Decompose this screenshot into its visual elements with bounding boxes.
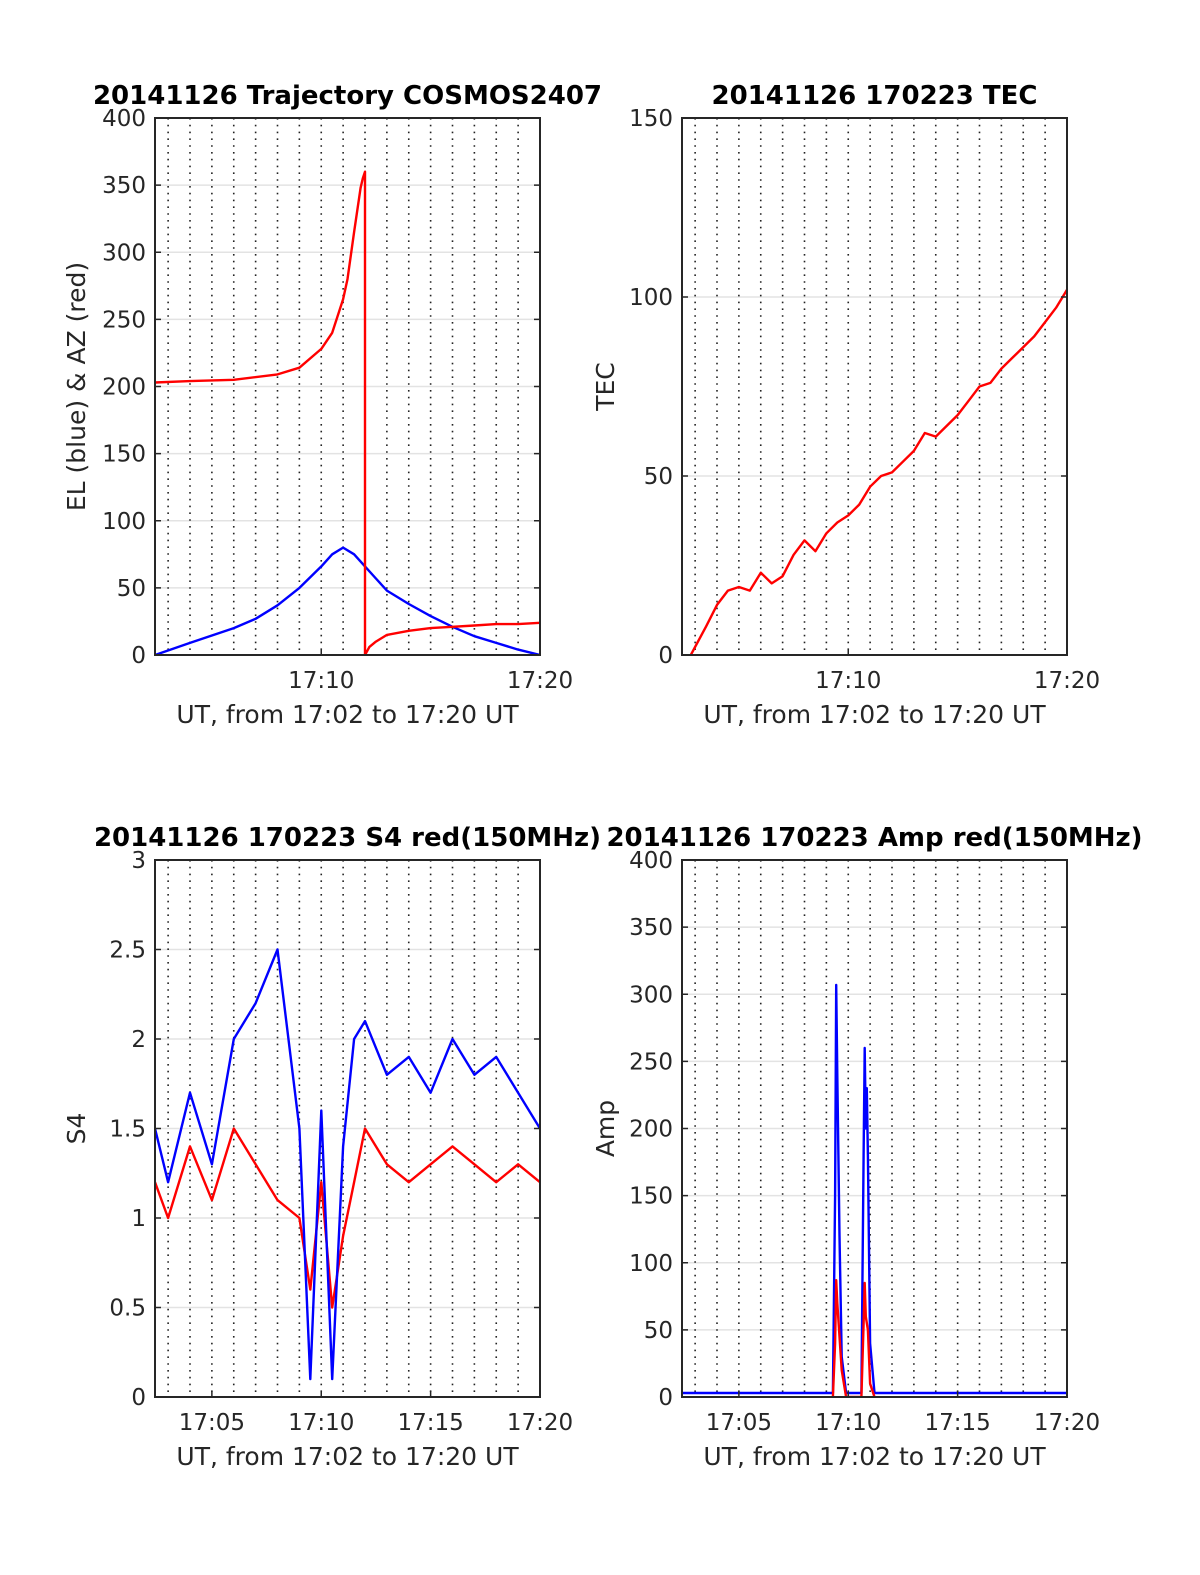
series-line-1 — [689, 289, 1067, 655]
y-tick-label: 100 — [629, 285, 673, 311]
axes-frame — [681, 117, 1068, 656]
y-tick-label: 100 — [629, 1251, 673, 1277]
y-axis-label: Amp — [591, 1100, 620, 1157]
series-line-1 — [682, 983, 1067, 1395]
y-tick-label: 2 — [131, 1027, 146, 1053]
chart-title: 20141126 170223 Amp red(150MHz) — [606, 823, 1142, 853]
y-tick-label: 200 — [629, 1117, 673, 1143]
x-tick-label: 17:10 — [288, 668, 354, 694]
x-tick-label: 17:15 — [924, 1410, 990, 1436]
y-tick-label: 50 — [644, 1318, 673, 1344]
series-line-2 — [155, 948, 540, 1381]
y-tick-label: 150 — [102, 442, 146, 468]
series-line-1 — [155, 546, 540, 655]
chart-title: 20141126 170223 S4 red(150MHz) — [94, 823, 601, 853]
x-tick-label: 17:20 — [507, 1410, 573, 1436]
y-tick-label: 3 — [131, 848, 146, 874]
y-axis-label: S4 — [62, 1113, 91, 1145]
chart-panel-3: 0 0.5 1 1.5 2 2.5 3 17:05 17:10 17:15 17:20 2014112… — [62, 823, 601, 1471]
y-tick-label: 200 — [102, 375, 146, 401]
x-tick-label: 17:10 — [815, 1410, 881, 1436]
x-axis-label: UT, from 17:02 to 17:20 UT — [176, 700, 519, 729]
y-tick-label: 0 — [658, 1385, 673, 1411]
y-tick-label: 50 — [117, 576, 146, 602]
y-tick-label: 300 — [629, 982, 673, 1008]
x-tick-label: 17:20 — [507, 668, 573, 694]
chart-panel-4: 0 50 100 150 200 250 300 350 400 17:05 17:10 17:15 1… — [591, 823, 1143, 1471]
y-tick-label: 400 — [629, 848, 673, 874]
plot-area — [682, 118, 1067, 655]
y-tick-label: 2.5 — [109, 938, 146, 964]
x-tick-label: 17:20 — [1034, 668, 1100, 694]
y-tick-label: 400 — [102, 106, 146, 132]
y-tick-label: 350 — [629, 915, 673, 941]
x-axis-label: UT, from 17:02 to 17:20 UT — [703, 1442, 1046, 1471]
y-tick-label: 1 — [131, 1206, 146, 1232]
y-axis-label: TEC — [591, 362, 620, 412]
x-tick-label: 17:15 — [397, 1410, 463, 1436]
chart-title: 20141126 170223 TEC — [712, 81, 1038, 111]
x-tick-label: 17:05 — [706, 1410, 772, 1436]
y-tick-label: 0.5 — [109, 1296, 146, 1322]
series-line-2 — [831, 1278, 876, 1397]
y-tick-label: 0 — [131, 643, 146, 669]
y-tick-label: 150 — [629, 106, 673, 132]
chart-title: 20141126 Trajectory COSMOS2407 — [93, 81, 602, 111]
x-tick-label: 17:10 — [815, 668, 881, 694]
y-tick-label: 150 — [629, 1184, 673, 1210]
x-tick-label: 17:20 — [1034, 1410, 1100, 1436]
chart-panel-1: 0 50 100 150 200 250 300 350 400 17:10 17:20 201411… — [62, 81, 602, 729]
y-tick-label: 250 — [102, 307, 146, 333]
y-tick-label: 0 — [131, 1385, 146, 1411]
y-tick-label: 300 — [102, 240, 146, 266]
y-axis-label: EL (blue) & AZ (red) — [62, 262, 91, 511]
x-axis-label: UT, from 17:02 to 17:20 UT — [703, 700, 1046, 729]
y-tick-label: 350 — [102, 173, 146, 199]
y-tick-label: 250 — [629, 1049, 673, 1075]
x-tick-label: 17:05 — [179, 1410, 245, 1436]
chart-panel-2: 0 50 100 150 17:10 17:20 20141126 170223 TEC UT… — [591, 81, 1100, 729]
y-tick-label: 0 — [658, 643, 673, 669]
y-tick-label: 1.5 — [109, 1117, 146, 1143]
x-axis-label: UT, from 17:02 to 17:20 UT — [176, 1442, 519, 1471]
series-line-2 — [155, 170, 540, 655]
y-tick-label: 100 — [102, 509, 146, 535]
y-tick-label: 50 — [644, 464, 673, 490]
x-tick-label: 17:10 — [288, 1410, 354, 1436]
